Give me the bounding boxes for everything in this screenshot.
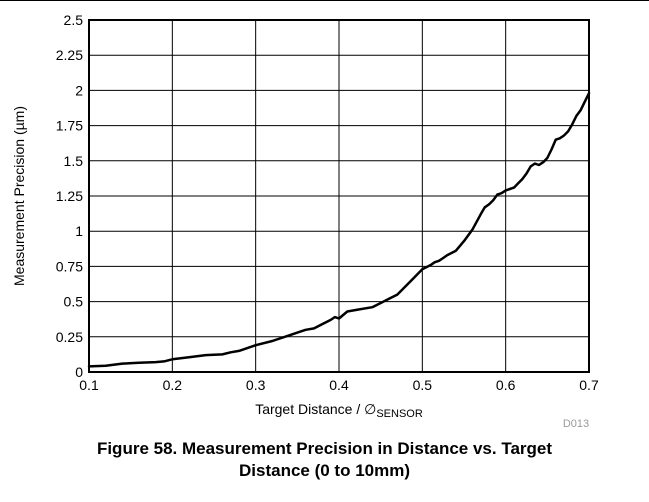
y-tick-label: 0.25 bbox=[56, 329, 83, 345]
x-axis-label-main: Target Distance / ∅ bbox=[255, 401, 376, 417]
series-line bbox=[87, 91, 591, 368]
figure-caption: Figure 58. Measurement Precision in Dist… bbox=[0, 438, 649, 482]
y-tick-label: 1.75 bbox=[56, 118, 83, 134]
top-rule bbox=[0, 0, 649, 1]
x-tick-label: 0.2 bbox=[163, 377, 183, 393]
y-tick-label: 0 bbox=[75, 364, 83, 380]
y-tick-label: 1 bbox=[75, 223, 83, 239]
x-tick-label: 0.6 bbox=[496, 377, 516, 393]
caption-line-2: Distance (0 to 10mm) bbox=[239, 461, 410, 480]
y-tick-label: 2.5 bbox=[64, 12, 84, 28]
x-axis-label: Target Distance / ∅SENSOR bbox=[255, 401, 423, 420]
plot-frame bbox=[88, 19, 590, 373]
x-tick-label: 0.1 bbox=[79, 377, 99, 393]
y-axis-label: Measurement Precision (µm) bbox=[11, 106, 27, 286]
x-tick-labels: 0.1 0.2 0.3 0.4 0.5 0.6 0.7 bbox=[79, 377, 599, 393]
y-tick-label: 2.25 bbox=[56, 47, 83, 63]
figure-code: D013 bbox=[563, 418, 589, 430]
y-tick-label: 1.25 bbox=[56, 188, 83, 204]
x-tick-label: 0.7 bbox=[579, 377, 599, 393]
y-tick-label: 0.5 bbox=[64, 294, 84, 310]
x-tick-label: 0.5 bbox=[413, 377, 433, 393]
y-tick-label: 2 bbox=[75, 82, 83, 98]
y-tick-label: 1.5 bbox=[64, 153, 84, 169]
x-tick-label: 0.3 bbox=[246, 377, 266, 393]
y-tick-labels: 0 0.25 0.5 0.75 1 1.25 1.5 1.75 2 2.25 2.5 bbox=[56, 12, 83, 380]
y-tick-label: 0.75 bbox=[56, 258, 83, 274]
x-tick-label: 0.4 bbox=[329, 377, 349, 393]
x-axis-label-subscript: SENSOR bbox=[376, 408, 423, 420]
caption-line-1: Figure 58. Measurement Precision in Dist… bbox=[96, 439, 553, 458]
